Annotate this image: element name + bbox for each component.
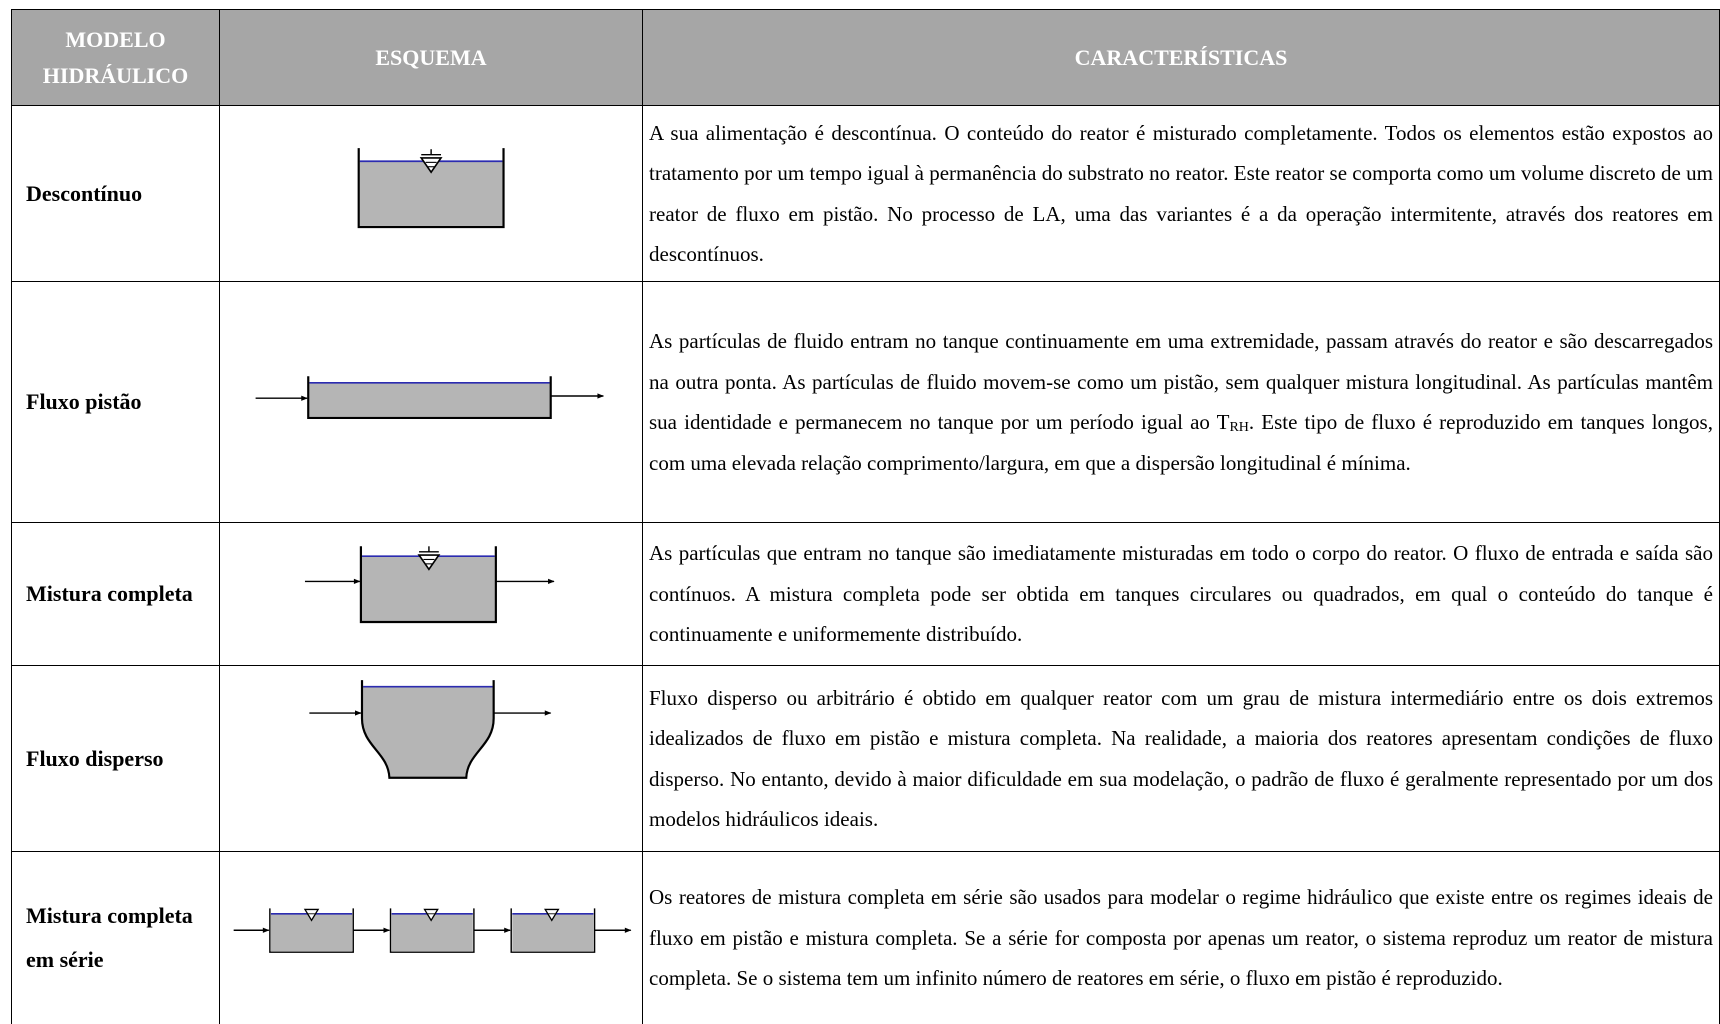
hydraulic-models-table: MODELO HIDRÁULICO ESQUEMA CARACTERÍSTICA… [11, 9, 1720, 1024]
text-segment: As partículas de fluido entram no tanque… [649, 329, 1713, 434]
description-cell: As partículas de fluido entram no tanque… [642, 281, 1720, 523]
header-row: MODELO HIDRÁULICO ESQUEMA CARACTERÍSTICA… [11, 9, 1720, 106]
table-row: Mistura completa As partículas que entram… [11, 522, 1720, 666]
table-row: Fluxo disperso Fluxo disperso ou arbitrár… [11, 665, 1720, 852]
description-cell: Fluxo disperso ou arbitrário é obtido em… [642, 665, 1720, 852]
model-cell: Mistura completa [11, 522, 220, 666]
model-cell: Descontínuo [11, 105, 220, 282]
schematic-cell [219, 522, 643, 666]
schematic-cell [219, 665, 643, 852]
description-cell: A sua alimentação é descontínua. O conte… [642, 105, 1720, 282]
subscript: RH [1229, 420, 1249, 435]
model-cell: Mistura completa em série [11, 851, 220, 1024]
header-cell: ESQUEMA [219, 9, 643, 106]
header-cell: MODELO HIDRÁULICO [11, 9, 220, 106]
model-cell: Fluxo pistão [11, 281, 220, 523]
table-row: Fluxo pistão As partículas de fluido entr… [11, 281, 1720, 523]
schematic-cell [219, 281, 643, 523]
description-cell: As partículas que entram no tanque são i… [642, 522, 1720, 666]
schematic-cell [219, 105, 643, 282]
table-row: Mistura completa em série Os reatores de … [11, 851, 1720, 1024]
text-segment: . Este tipo de fluxo é reproduzido em ta… [649, 410, 1713, 475]
model-cell: Fluxo disperso [11, 665, 220, 852]
table-row: Descontínuo A sua alimentação é descontín… [11, 105, 1720, 282]
description-cell: Os reatores de mistura completa em série… [642, 851, 1720, 1024]
schematic-cell [219, 851, 643, 1024]
header-cell: CARACTERÍSTICAS [642, 9, 1720, 106]
